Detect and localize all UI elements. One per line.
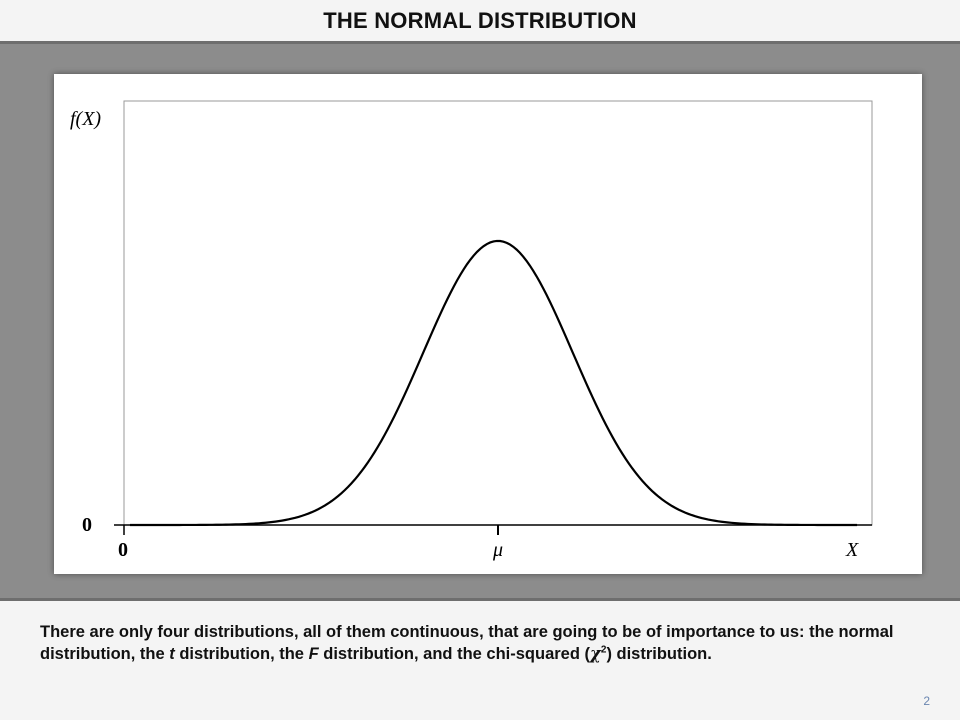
body-text-3: distribution, and the chi-squared ( bbox=[318, 645, 591, 663]
t-distribution-label: t bbox=[169, 645, 175, 663]
body-text-4: ) distribution. bbox=[606, 645, 712, 663]
body-text-1: There are only four distributions, all o… bbox=[40, 623, 894, 663]
chi-power: 2 bbox=[600, 644, 607, 656]
text-panel: There are only four distributions, all o… bbox=[0, 598, 960, 720]
body-paragraph: There are only four distributions, all o… bbox=[40, 621, 920, 665]
normal-distribution-chart: f(X) 0 0 μ X bbox=[70, 100, 873, 561]
slide-title: THE NORMAL DISTRIBUTION bbox=[323, 7, 637, 33]
mean-label: μ bbox=[492, 539, 503, 561]
normal-density-curve bbox=[129, 239, 858, 527]
x-axis-label: X bbox=[845, 539, 859, 561]
body-text-2: distribution, the bbox=[174, 645, 309, 663]
x-origin-label: 0 bbox=[118, 539, 128, 561]
y-axis-label: f(X) bbox=[70, 108, 101, 130]
page-number: 2 bbox=[923, 694, 930, 708]
title-bar: THE NORMAL DISTRIBUTION bbox=[0, 0, 960, 44]
f-distribution-label: F bbox=[308, 645, 319, 663]
chi-symbol: χ bbox=[590, 644, 601, 663]
plot-area-frame bbox=[123, 100, 873, 526]
chart-panel: f(X) 0 0 μ X bbox=[54, 74, 922, 574]
y-origin-label: 0 bbox=[82, 514, 92, 536]
